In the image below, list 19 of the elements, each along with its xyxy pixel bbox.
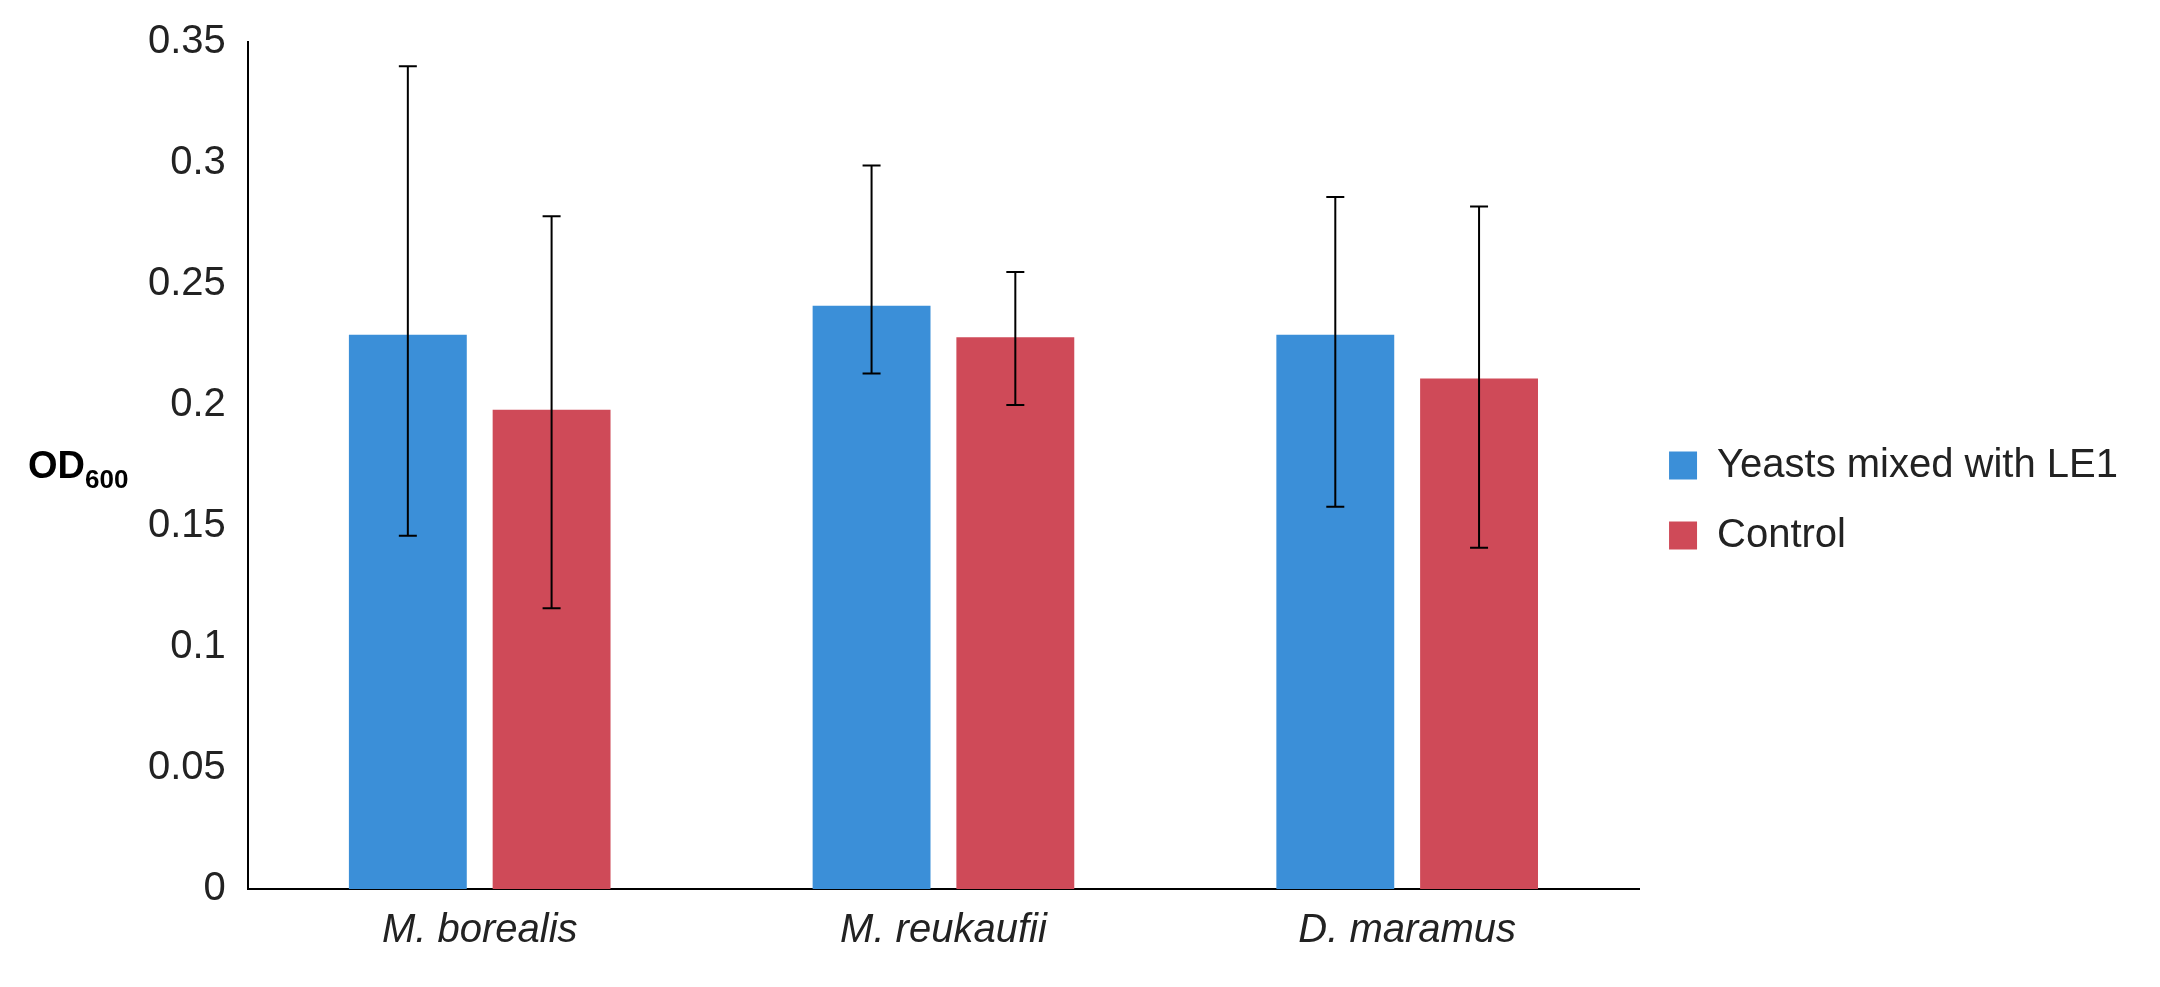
y-tick-label: 0.15 bbox=[147, 501, 226, 546]
y-tick-label: 0 bbox=[203, 864, 226, 909]
bar bbox=[1420, 378, 1538, 889]
x-tick-label: M. borealis bbox=[381, 906, 578, 951]
legend-label: Control bbox=[1717, 510, 1846, 555]
bar bbox=[1276, 334, 1395, 889]
y-tick-label: 0.2 bbox=[170, 380, 226, 425]
bar bbox=[956, 337, 1075, 889]
x-tick-label: D. maramus bbox=[1298, 906, 1517, 951]
y-tick-label: 0.1 bbox=[170, 622, 226, 667]
y-tick-label: 0.25 bbox=[147, 259, 226, 304]
x-tick-label: M. reukaufii bbox=[840, 906, 1048, 951]
legend-label: Yeasts mixed with LE1 bbox=[1717, 440, 2119, 485]
bar bbox=[492, 409, 611, 889]
y-tick-label: 0.05 bbox=[147, 743, 226, 788]
y-tick-label: 0.35 bbox=[147, 17, 226, 62]
bar bbox=[348, 334, 467, 889]
y-tick-label: 0.3 bbox=[170, 138, 226, 183]
bar bbox=[812, 305, 931, 889]
